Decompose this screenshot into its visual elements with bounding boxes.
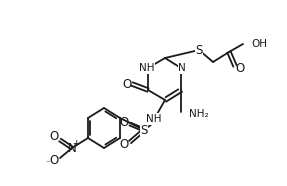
Text: O: O bbox=[49, 131, 59, 144]
Text: N: N bbox=[178, 63, 186, 73]
Text: NH₂: NH₂ bbox=[189, 109, 209, 119]
Text: O: O bbox=[235, 62, 245, 75]
Text: O: O bbox=[119, 116, 129, 129]
Text: NH: NH bbox=[146, 114, 162, 124]
Text: +: + bbox=[72, 140, 80, 148]
Text: S: S bbox=[195, 44, 203, 57]
Text: O: O bbox=[119, 137, 129, 150]
Text: OH: OH bbox=[251, 39, 267, 49]
Text: S: S bbox=[140, 124, 148, 137]
Text: NH: NH bbox=[139, 63, 155, 73]
Text: ⁻: ⁻ bbox=[46, 160, 51, 169]
Text: O: O bbox=[49, 155, 59, 168]
Text: O: O bbox=[122, 78, 132, 91]
Text: N: N bbox=[68, 142, 76, 155]
